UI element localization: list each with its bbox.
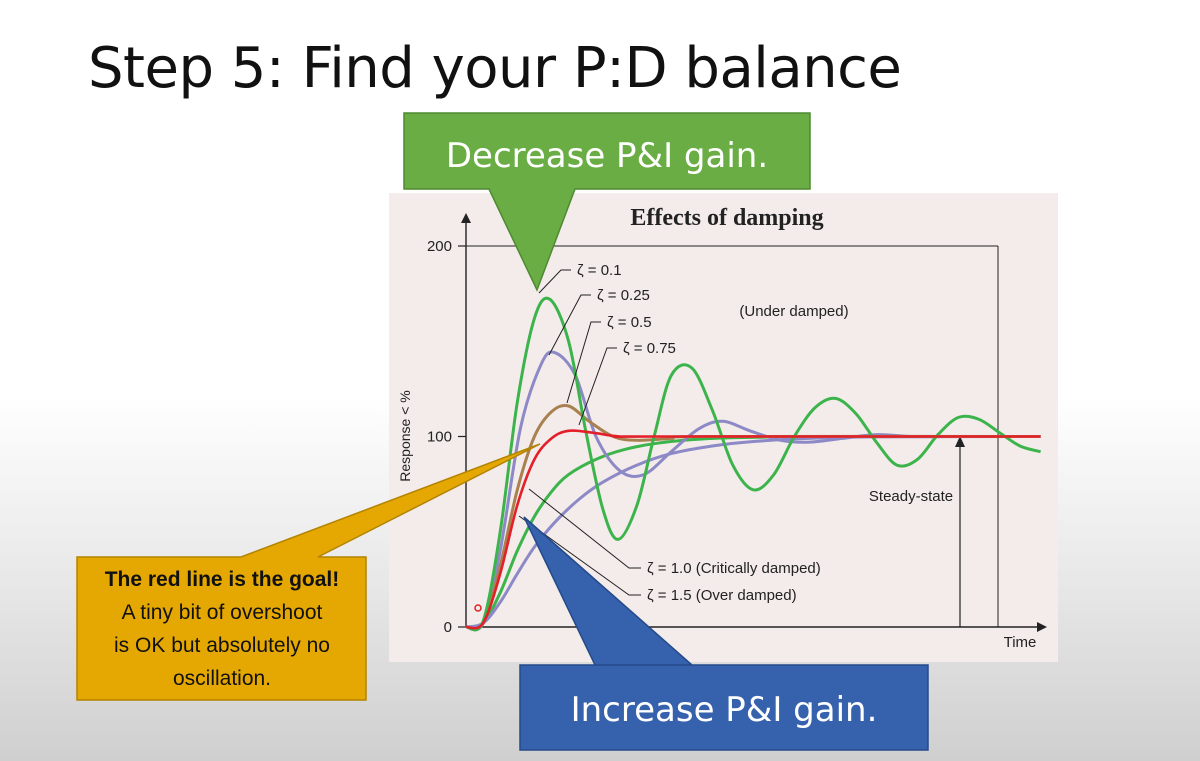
goal-callout: The red line is the goal! A tiny bit of … (76, 443, 541, 701)
series-lines (465, 296, 1041, 632)
steady-state-arrow-icon (955, 436, 965, 447)
series-label-0: ζ = 0.1 (577, 262, 622, 279)
decrease-callout-text: Decrease P&I gain. (446, 136, 768, 176)
y-ticks: 0 100 200 (427, 238, 466, 636)
y-axis-arrow-icon (461, 213, 471, 223)
series-label-1: ζ = 0.25 (597, 287, 650, 304)
under-damped-label: (Under damped) (739, 303, 848, 320)
y-tick-label-0: 0 (444, 619, 452, 636)
series-leader-1 (548, 294, 591, 356)
chart-title: Effects of damping (630, 205, 823, 231)
series-line-5 (465, 435, 1041, 629)
goal-callout-line3: is OK but absolutely no (114, 634, 330, 657)
y-tick-label-200: 200 (427, 238, 452, 255)
origin-marker (474, 604, 482, 612)
y-tick-label-100: 100 (427, 429, 452, 446)
series-line-3 (465, 429, 1041, 630)
series-label-2: ζ = 0.5 (607, 314, 652, 331)
x-axis-label: Time (1004, 634, 1037, 651)
increase-callout-text: Increase P&I gain. (571, 690, 878, 730)
series-leader-0 (538, 269, 571, 294)
series-leader-2 (566, 321, 601, 404)
series-leader-4 (528, 488, 641, 569)
series-leader-5 (518, 515, 641, 596)
goal-callout-shape (76, 443, 541, 701)
series-labels: ζ = 0.1 ζ = 0.25 ζ = 0.5 ζ = 0.75 ζ = 1.0 (C… (518, 262, 821, 604)
series-label-3: ζ = 0.75 (623, 340, 676, 357)
series-label-4: ζ = 1.0 (Critically damped) (647, 560, 821, 577)
increase-callout-shape (519, 516, 929, 751)
y-axis-label: Response < % (397, 390, 413, 481)
series-label-5: ζ = 1.5 (Over damped) (647, 587, 797, 604)
slide-title: Step 5: Find your P:D balance (88, 36, 902, 101)
increase-callout: Increase P&I gain. (519, 516, 929, 751)
x-axis-arrow-icon (1037, 622, 1047, 632)
goal-callout-line4: oscillation. (173, 667, 271, 690)
decrease-callout: Decrease P&I gain. (403, 112, 811, 292)
chart-panel: Effects of damping 0 100 200 Response < % … (389, 193, 1058, 662)
goal-callout-line2: A tiny bit of overshoot (122, 601, 323, 624)
decrease-callout-shape (403, 112, 811, 292)
goal-callout-line1: The red line is the goal! (105, 568, 340, 591)
series-leader-3 (578, 347, 617, 426)
steady-state-label: Steady-state (869, 488, 953, 505)
